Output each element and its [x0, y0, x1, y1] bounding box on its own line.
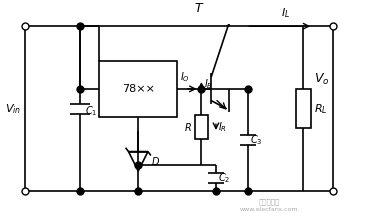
- Text: www.elecfans.com: www.elecfans.com: [240, 207, 299, 212]
- Text: $C_1$: $C_1$: [85, 104, 97, 118]
- Text: $C_3$: $C_3$: [250, 133, 263, 147]
- Text: $V_o$: $V_o$: [314, 72, 330, 87]
- Text: $V_{in}$: $V_{in}$: [6, 102, 22, 116]
- Text: $R_L$: $R_L$: [314, 102, 328, 116]
- Text: $C_2$: $C_2$: [218, 171, 230, 185]
- Bar: [99, 61, 177, 117]
- Text: 电子发烧友: 电子发烧友: [259, 199, 280, 206]
- Text: $R$: $R$: [184, 121, 192, 133]
- Text: $I_R$: $I_R$: [218, 120, 227, 134]
- Text: $I_B$: $I_B$: [204, 77, 213, 91]
- Bar: [195, 115, 208, 139]
- Text: $I_O$: $I_O$: [180, 70, 190, 84]
- Text: $I_L$: $I_L$: [281, 7, 290, 20]
- Text: 78××: 78××: [122, 84, 155, 94]
- Bar: [296, 89, 311, 128]
- Text: $T$: $T$: [194, 2, 205, 15]
- Text: $D$: $D$: [151, 155, 160, 167]
